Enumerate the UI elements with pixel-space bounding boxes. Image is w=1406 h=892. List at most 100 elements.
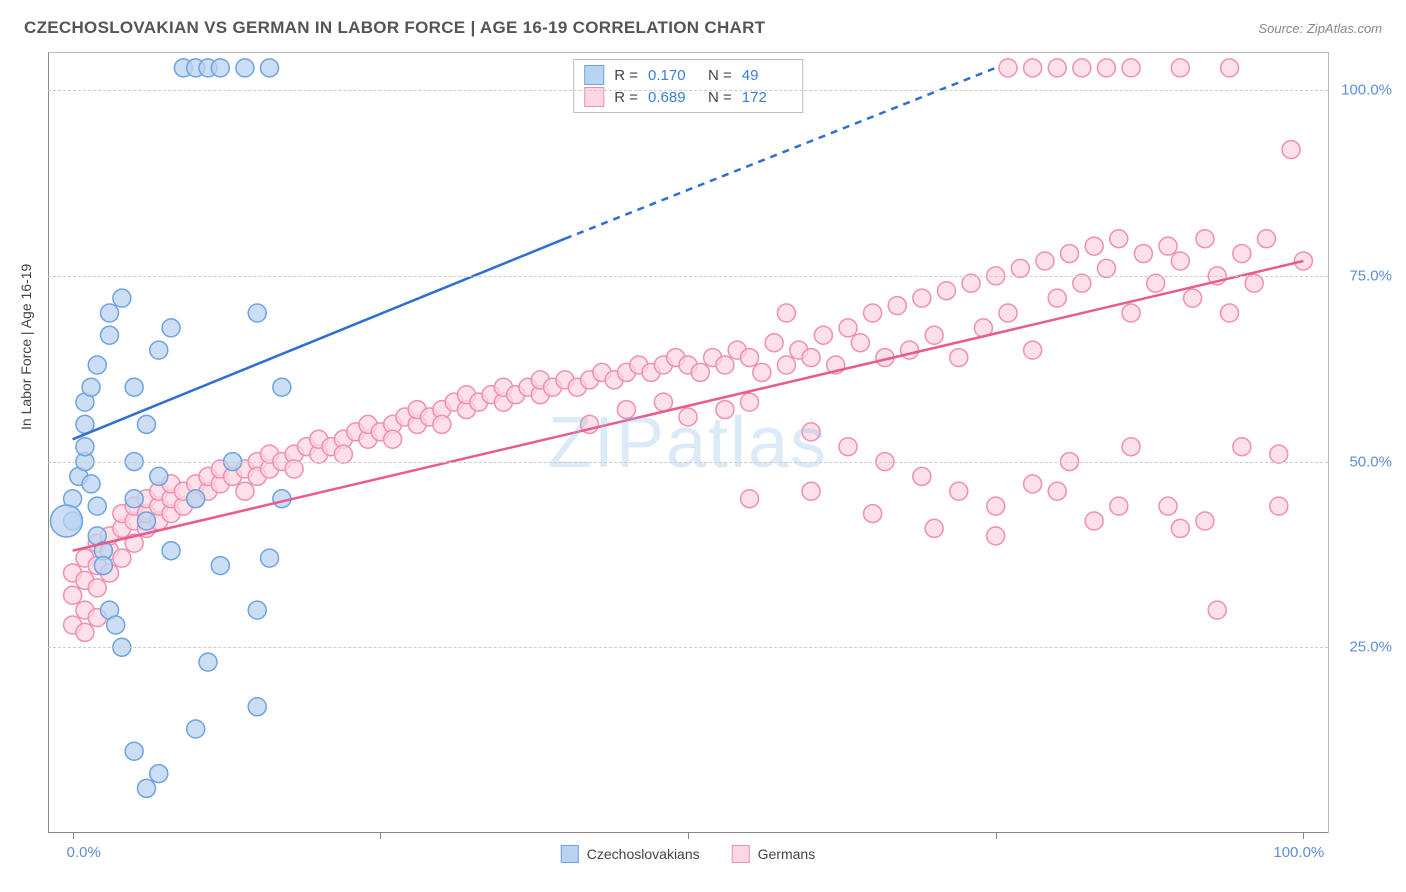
stats-swatch xyxy=(584,65,604,85)
data-point xyxy=(273,378,291,396)
gridline xyxy=(48,90,1328,91)
data-point xyxy=(1221,304,1239,322)
data-point xyxy=(839,438,857,456)
data-point xyxy=(1024,475,1042,493)
data-point xyxy=(962,274,980,292)
data-point xyxy=(94,557,112,575)
data-point xyxy=(654,393,672,411)
legend-label: Germans xyxy=(758,846,816,862)
y-tick-label: 50.0% xyxy=(1349,453,1392,470)
data-point xyxy=(741,490,759,508)
data-point xyxy=(888,297,906,315)
data-point xyxy=(125,378,143,396)
gridline xyxy=(48,462,1328,463)
data-point xyxy=(1245,274,1263,292)
data-point xyxy=(617,401,635,419)
data-point xyxy=(1048,59,1066,77)
data-point xyxy=(987,497,1005,515)
source-credit: Source: ZipAtlas.com xyxy=(1258,21,1382,36)
legend: Czechoslovakians Germans xyxy=(561,845,815,863)
data-point xyxy=(1196,512,1214,530)
x-tick-label: 0.0% xyxy=(67,844,101,861)
data-point xyxy=(1048,482,1066,500)
data-point xyxy=(384,430,402,448)
x-tick xyxy=(1303,833,1304,839)
data-point xyxy=(1184,289,1202,307)
stats-r-value: 0.170 xyxy=(648,67,698,84)
data-point xyxy=(839,319,857,337)
stats-row: R = 0.170 N = 49 xyxy=(584,64,792,86)
legend-item: Czechoslovakians xyxy=(561,845,700,863)
x-tick xyxy=(688,833,689,839)
data-point xyxy=(1073,274,1091,292)
data-point xyxy=(88,356,106,374)
data-point xyxy=(1171,59,1189,77)
data-point xyxy=(814,326,832,344)
data-point xyxy=(187,720,205,738)
data-point xyxy=(802,349,820,367)
data-point xyxy=(1048,289,1066,307)
data-point xyxy=(1122,304,1140,322)
data-point xyxy=(137,512,155,530)
data-point xyxy=(1122,438,1140,456)
trend-line xyxy=(73,239,565,440)
data-point xyxy=(999,59,1017,77)
legend-swatch xyxy=(732,845,750,863)
y-tick-label: 100.0% xyxy=(1341,82,1392,99)
data-point xyxy=(64,586,82,604)
data-point xyxy=(741,393,759,411)
data-point xyxy=(1024,341,1042,359)
data-point xyxy=(753,363,771,381)
data-point xyxy=(125,742,143,760)
stats-n-value: 49 xyxy=(742,67,792,84)
data-point xyxy=(101,326,119,344)
data-point xyxy=(199,653,217,671)
data-point xyxy=(107,616,125,634)
x-tick xyxy=(73,833,74,839)
data-point xyxy=(1159,497,1177,515)
data-point xyxy=(716,401,734,419)
data-point xyxy=(1110,497,1128,515)
data-point xyxy=(1097,59,1115,77)
x-tick-label: 100.0% xyxy=(1273,844,1324,861)
data-point xyxy=(101,304,119,322)
data-point xyxy=(1097,259,1115,277)
data-point xyxy=(1221,59,1239,77)
data-point xyxy=(285,460,303,478)
data-point xyxy=(1171,519,1189,537)
legend-swatch xyxy=(561,845,579,863)
data-point xyxy=(248,304,266,322)
data-point xyxy=(137,415,155,433)
data-point xyxy=(950,482,968,500)
data-point xyxy=(1011,259,1029,277)
stats-n-label: N = xyxy=(708,67,732,84)
data-point xyxy=(765,334,783,352)
data-point xyxy=(777,304,795,322)
data-point xyxy=(1110,230,1128,248)
y-tick-label: 75.0% xyxy=(1349,267,1392,284)
legend-item: Germans xyxy=(732,845,816,863)
data-point xyxy=(925,519,943,537)
data-point xyxy=(125,490,143,508)
data-point xyxy=(1073,59,1091,77)
data-point xyxy=(1085,237,1103,255)
data-point xyxy=(76,623,94,641)
data-point xyxy=(150,467,168,485)
data-point xyxy=(1282,141,1300,159)
data-point xyxy=(113,549,131,567)
legend-label: Czechoslovakians xyxy=(587,846,700,862)
data-point xyxy=(1061,245,1079,263)
x-tick xyxy=(380,833,381,839)
data-point xyxy=(1270,497,1288,515)
data-point xyxy=(76,438,94,456)
data-point xyxy=(1147,274,1165,292)
data-point xyxy=(211,59,229,77)
data-point xyxy=(716,356,734,374)
data-point xyxy=(1159,237,1177,255)
data-point xyxy=(950,349,968,367)
data-point xyxy=(1270,445,1288,463)
data-point xyxy=(261,59,279,77)
data-point xyxy=(777,356,795,374)
stats-r-label: R = xyxy=(614,67,638,84)
data-point xyxy=(211,557,229,575)
